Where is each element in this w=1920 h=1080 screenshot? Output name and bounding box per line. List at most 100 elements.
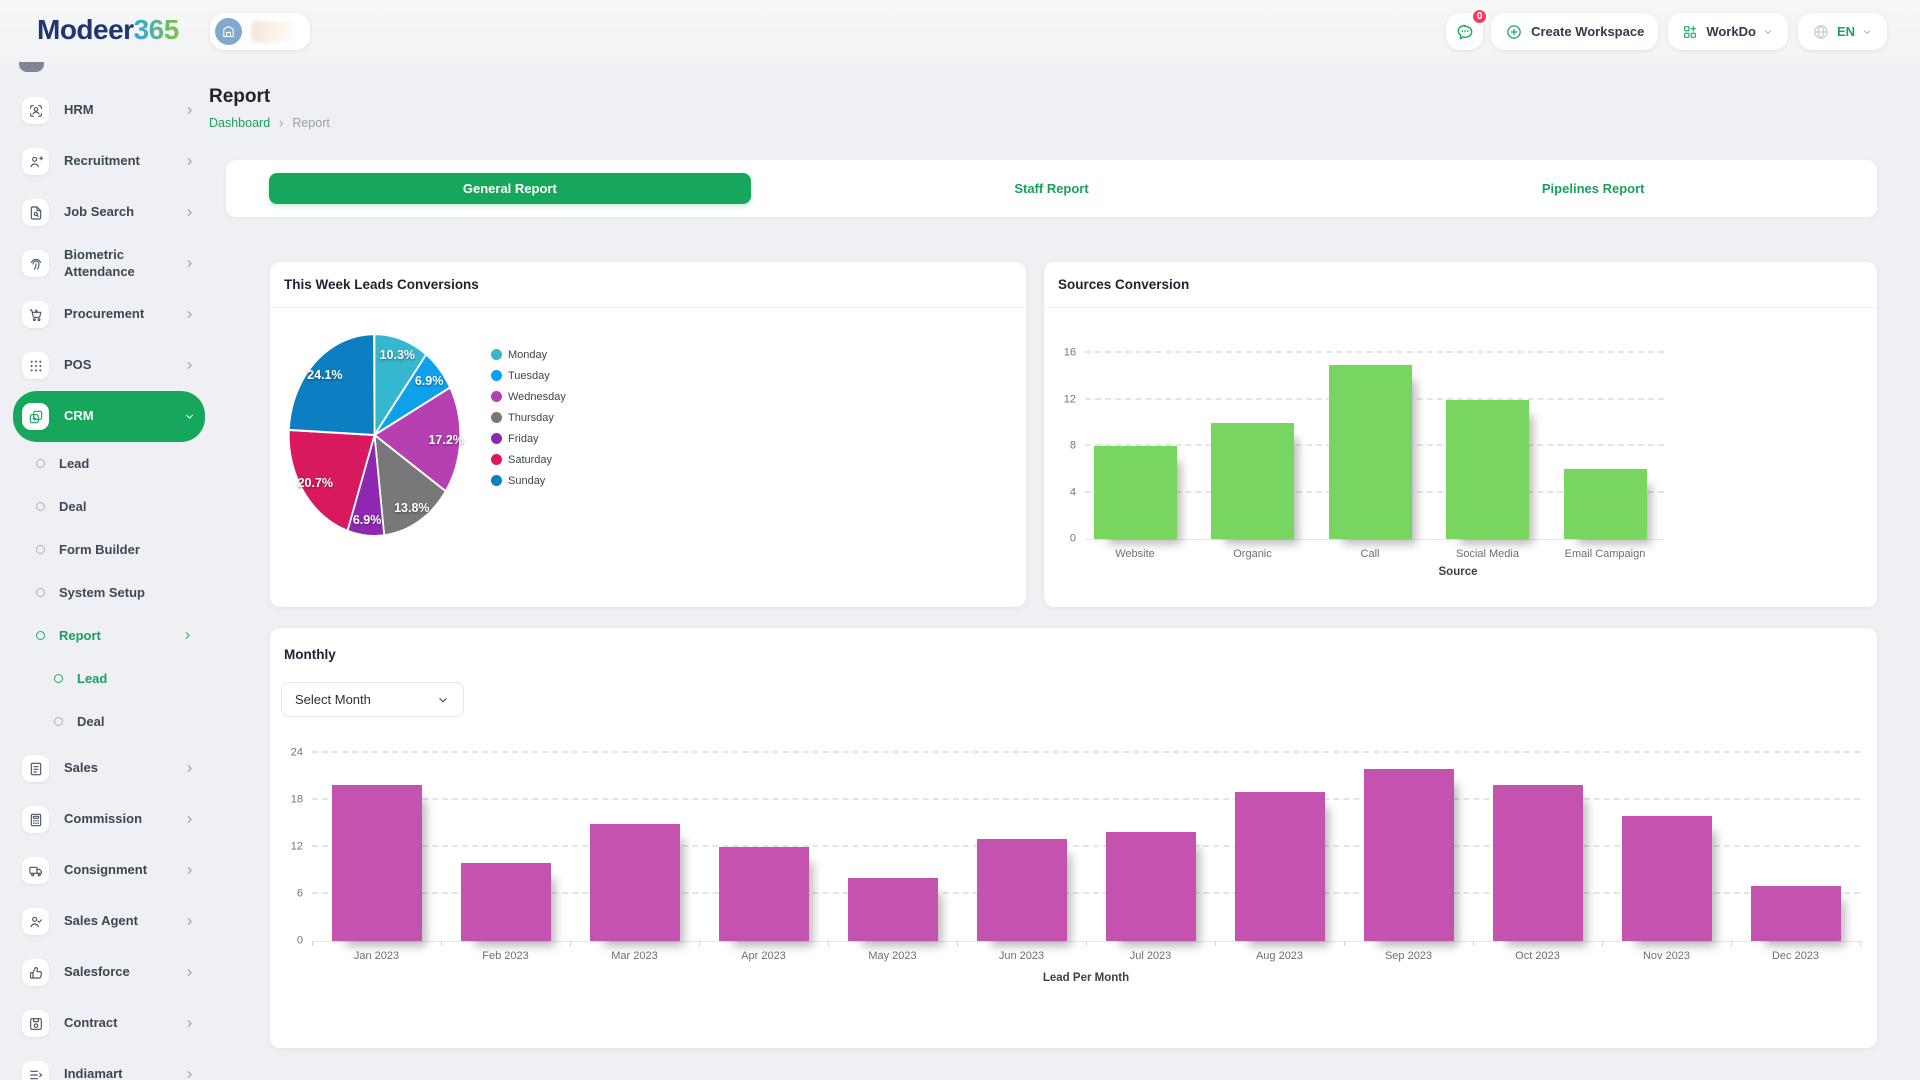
bar-jun-2023[interactable] xyxy=(976,839,1067,941)
bar-sep-2023[interactable] xyxy=(1363,769,1454,941)
language-selector[interactable]: EN xyxy=(1797,13,1887,50)
chevron-right-icon xyxy=(183,915,196,928)
chevron-right-icon xyxy=(183,1068,196,1080)
bar-feb-2023[interactable] xyxy=(460,862,551,941)
bullet-icon xyxy=(36,631,45,640)
x-tick-label: Jan 2023 xyxy=(353,950,400,962)
bar-email-campaign[interactable] xyxy=(1563,469,1647,539)
y-tick-label: 0 xyxy=(296,934,303,947)
breadcrumb-current: Report xyxy=(292,116,330,130)
month-select[interactable]: Select Month xyxy=(281,682,464,717)
x-tick-label: Jun 2023 xyxy=(998,950,1045,962)
pie-slice-label: 6.9% xyxy=(352,512,382,527)
monthly-bar-chart: 0 6 12 18 24 Jan 2023 Feb 2023 Mar 2023 Apr 2023… xyxy=(291,722,1861,962)
sidebar-item-salesforce[interactable]: Salesforce xyxy=(13,947,205,998)
bar-jan-2023[interactable] xyxy=(331,784,422,941)
sidebar-item-job-search[interactable]: Job Search xyxy=(13,187,205,238)
pie-slice-thursday[interactable] xyxy=(373,432,447,537)
bar-may-2023[interactable] xyxy=(847,878,938,941)
bar-oct-2023[interactable] xyxy=(1492,784,1583,941)
bar-apr-2023[interactable] xyxy=(718,847,809,941)
sidebar-subitem-report[interactable]: Report xyxy=(0,614,207,657)
breadcrumb: Dashboard › Report xyxy=(209,116,330,130)
sidebar-item-sales[interactable]: Sales xyxy=(13,743,205,794)
bar-nov-2023[interactable] xyxy=(1621,815,1712,941)
sidebar-subitem-system-setup[interactable]: System Setup xyxy=(0,571,207,614)
bullet-icon xyxy=(36,588,45,597)
bar-jul-2023[interactable] xyxy=(1105,831,1196,941)
breadcrumb-dashboard-link[interactable]: Dashboard xyxy=(209,116,271,130)
sidebar-subitem-label: Form Builder xyxy=(59,542,140,557)
chevron-right-icon xyxy=(183,155,196,168)
bar-aug-2023[interactable] xyxy=(1234,792,1325,941)
sidebar-item-hrm[interactable]: HRM xyxy=(13,85,205,136)
report-tabs: General Report Staff Report Pipelines Repo… xyxy=(226,160,1877,217)
legend-dot xyxy=(491,412,502,423)
legend-label: Monday xyxy=(508,348,548,361)
create-workspace-label: Create Workspace xyxy=(1531,24,1645,39)
bar-website[interactable] xyxy=(1093,446,1177,539)
messages-button[interactable]: 0 xyxy=(1446,8,1489,50)
contract-icon xyxy=(22,1010,49,1037)
tab-staff-report[interactable]: Staff Report xyxy=(1014,181,1089,196)
create-workspace-button[interactable]: Create Workspace xyxy=(1491,13,1659,50)
pie-slice-saturday[interactable] xyxy=(287,428,376,533)
brand-logo[interactable]: Modeer365 xyxy=(37,14,179,46)
bar-call[interactable] xyxy=(1328,364,1412,539)
brand-accent: 365 xyxy=(133,14,180,45)
chevron-down-icon xyxy=(436,693,450,707)
sidebar-subitem-lead[interactable]: Lead xyxy=(0,442,207,485)
sidebar-subitem-lead[interactable]: Lead xyxy=(0,657,207,700)
workspace-selector[interactable] xyxy=(210,13,310,50)
legend-item-tuesday[interactable]: Tuesday xyxy=(491,370,566,382)
legend-dot xyxy=(491,454,502,465)
legend-item-wednesday[interactable]: Wednesday xyxy=(491,391,566,403)
bar-social-media[interactable] xyxy=(1446,399,1529,539)
x-tick-label: Nov 2023 xyxy=(1642,950,1691,962)
main-content: Report Dashboard › Report General Report… xyxy=(209,62,1894,1080)
sidebar-subitem-deal[interactable]: Deal xyxy=(0,485,207,528)
legend-item-friday[interactable]: Friday xyxy=(491,432,566,445)
sources-conversion-card: Sources Conversion 0 4 8 12 16 Website Organic… xyxy=(1044,262,1877,607)
pie-slice-wednesday[interactable] xyxy=(372,386,462,493)
sidebar-subitem-label: Deal xyxy=(77,714,105,729)
x-axis-tick xyxy=(570,941,571,946)
breadcrumb-separator: › xyxy=(279,116,284,130)
bar-organic[interactable] xyxy=(1211,422,1294,539)
legend-item-saturday[interactable]: Saturday xyxy=(491,454,566,466)
sidebar-item-pos[interactable]: POS xyxy=(13,340,205,391)
x-tick-label: Aug 2023 xyxy=(1255,950,1304,962)
sidebar-item-recruitment[interactable]: Recruitment xyxy=(13,136,205,187)
pie-slice-label: 10.3% xyxy=(379,348,416,363)
legend-item-thursday[interactable]: Thursday xyxy=(491,412,566,424)
x-axis-tick xyxy=(1086,941,1087,946)
sidebar-subitem-deal[interactable]: Deal xyxy=(0,700,207,743)
sidebar-item-sales-agent[interactable]: Sales Agent xyxy=(13,896,205,947)
sidebar-item-biometric-attendance[interactable]: Biometric Attendance xyxy=(13,238,205,289)
sidebar-item-procurement[interactable]: Procurement xyxy=(13,289,205,340)
x-tick-label: Organic xyxy=(1233,548,1272,560)
bar-dec-2023[interactable] xyxy=(1750,886,1841,941)
sidebar-item-label: Commission xyxy=(64,811,143,827)
x-axis-tick xyxy=(1473,941,1474,946)
header-actions: 0 Create Workspace WorkDo EN xyxy=(1446,8,1887,50)
pie-slice-sunday[interactable] xyxy=(287,333,376,437)
sidebar-item-commission[interactable]: Commission xyxy=(13,794,205,845)
legend-label: Friday xyxy=(508,432,539,445)
sidebar-item-indiamart[interactable]: Indiamart xyxy=(13,1049,205,1080)
monthly-leads-card: Monthly Select Month 0 6 12 18 24 Jan 2023 Feb… xyxy=(270,628,1877,1048)
legend-item-monday[interactable]: Monday xyxy=(491,348,566,361)
tab-general-report[interactable]: General Report xyxy=(269,173,751,204)
procurement-icon xyxy=(22,301,49,328)
tab-pipelines-report[interactable]: Pipelines Report xyxy=(1541,181,1645,196)
sidebar-item-crm[interactable]: CRM xyxy=(13,391,205,442)
sidebar-subitem-form-builder[interactable]: Form Builder xyxy=(0,528,207,571)
gridline xyxy=(1085,351,1664,353)
bar-mar-2023[interactable] xyxy=(589,823,680,941)
apps-menu-button[interactable]: WorkDo xyxy=(1668,13,1788,50)
pie-slice-label: 13.8% xyxy=(394,500,430,515)
sidebar-item-contract[interactable]: Contract xyxy=(13,998,205,1049)
legend-item-sunday[interactable]: Sunday xyxy=(491,475,566,487)
sidebar-item-consignment[interactable]: Consignment xyxy=(13,845,205,896)
card-header: This Week Leads Conversions xyxy=(270,262,1026,308)
